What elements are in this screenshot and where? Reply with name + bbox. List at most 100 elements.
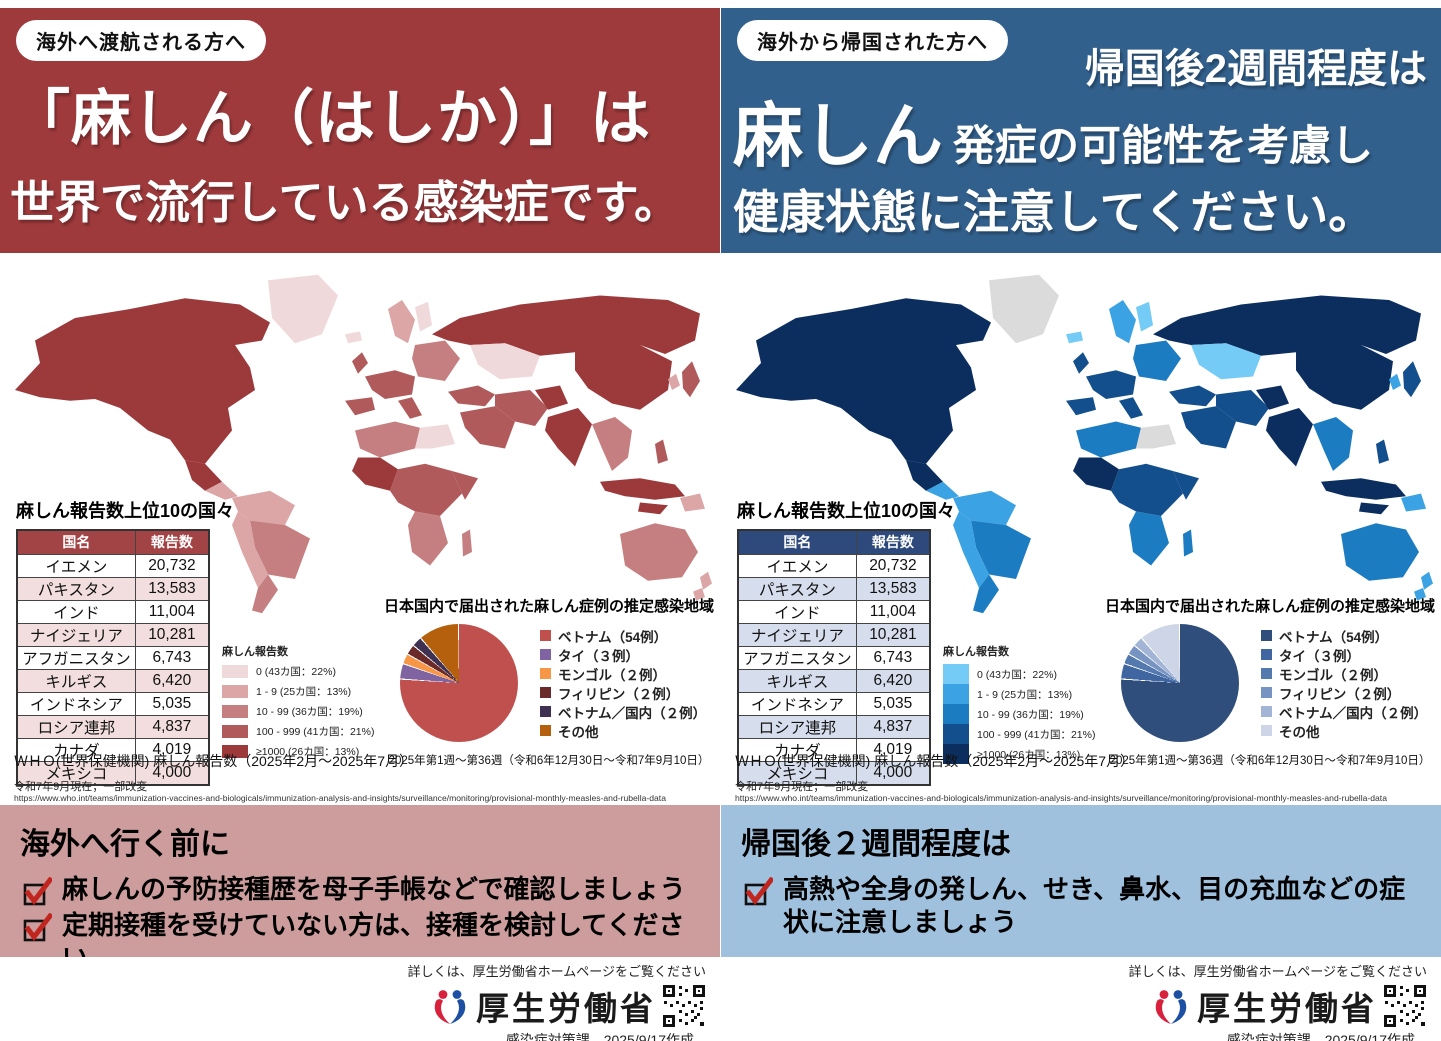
pie-chart-title: 日本国内で届出された麻しん症例の推定感染地域 <box>383 598 714 615</box>
source-url: https://www.who.int/teams/immunization-v… <box>735 793 1387 803</box>
mhlw-logo-icon <box>1155 990 1187 1024</box>
legend-swatch <box>943 744 969 764</box>
legend-swatch <box>540 630 551 641</box>
mhlw-logo-icon <box>434 990 466 1024</box>
pie-chart-block: 日本国内で届出された麻しん症例の推定感染地域 ベトナム（54例） タイ（３例） … <box>1103 595 1437 768</box>
map-legend: 麻しん報告数 0 (43カ国：22%) 1 - 9 (25カ国：13%) 10 … <box>222 643 374 764</box>
table-row: イエメン 20,732 <box>16 553 210 578</box>
legend-swatch <box>1261 706 1272 717</box>
footer: 詳しくは、厚生労働省ホームページをご覧ください 厚生労働省 感染症対策課 202… <box>0 957 720 1041</box>
advice-item: 麻しんの予防接種歴を母子手帳などで確認しましょう <box>20 873 700 907</box>
map-legend-item: ≥1000 (26カ国：13%) <box>222 744 374 758</box>
legend-swatch <box>540 725 551 736</box>
pie-legend-item: ベトナム／国内（２例） <box>1261 702 1427 721</box>
footer-note: 詳しくは、厚生労働省ホームページをご覧ください <box>407 964 706 979</box>
source-line2: 令和7年9月現在；一部改変 <box>735 781 869 793</box>
panel-returnees: 海外から帰国された方へ 帰国後2週間程度は 麻しん 発症の可能性を考慮し 健康状… <box>721 0 1441 1041</box>
returnees-title-measles: 麻しん <box>733 97 943 175</box>
source-line1: ＷＨＯ(世界保健機関) 麻しん報告数（2025年2月～2025年7月） <box>735 753 1135 769</box>
outbound-badge: 海外へ渡航される方へ <box>16 20 266 61</box>
top10-table-block: 麻しん報告数上位10の国々 国名 報告数 イエメン 20,732 パキスタン 13,5… <box>16 497 235 786</box>
map-legend-item: 0 (43カ国：22%) <box>943 664 1095 684</box>
pie-chart-title: 日本国内で届出された麻しん症例の推定感染地域 <box>1104 598 1435 615</box>
checkbox-check-icon <box>22 877 52 907</box>
returnees-advice: 帰国後２週間程度は 高熱や全身の発しん、せき、鼻水、目の充血などの症状に注意しま… <box>721 805 1441 957</box>
pie-legend-item: タイ（３例） <box>540 645 706 664</box>
table-row: イエメン 20,732 <box>737 553 931 578</box>
legend-swatch <box>1261 687 1272 698</box>
table-row: アフガニスタン 6,743 <box>16 645 210 670</box>
table-row: メキシコ 4,000 <box>737 760 931 785</box>
pie-legend-item: その他 <box>540 721 706 740</box>
table-row: インドネシア 5,035 <box>16 691 210 716</box>
map-legend: 麻しん報告数 0 (43カ国：22%) 1 - 9 (25カ国：13%) 10 … <box>943 643 1095 764</box>
checkbox-check-icon <box>22 913 52 943</box>
ministry-name: 厚生労働省 <box>1197 990 1377 1027</box>
pie-legend-item: その他 <box>1261 721 1427 740</box>
table-row: パキスタン 13,583 <box>737 576 931 601</box>
footer-logo-row: 厚生労働省 <box>0 982 706 1030</box>
legend-swatch <box>222 704 248 718</box>
table-row: パキスタン 13,583 <box>16 576 210 601</box>
map-legend-title: 麻しん報告数 <box>222 646 288 658</box>
pie-chart <box>1121 624 1239 742</box>
table-row: メキシコ 4,000 <box>16 760 210 785</box>
legend-swatch <box>222 664 248 678</box>
returnees-title-line1: 帰国後2週間程度は <box>1084 47 1427 91</box>
returnees-badge: 海外から帰国された方へ <box>737 20 1008 61</box>
outbound-header: 海外へ渡航される方へ 「麻しん（はしか）」は 世界で流行している感染症です。 <box>0 8 720 253</box>
legend-swatch <box>1261 649 1272 660</box>
footer-credit: 感染症対策課 2025/9/17作成 <box>1226 1032 1415 1041</box>
map-legend-item: 1 - 9 (25カ国：13%) <box>222 684 374 698</box>
pie-legend: ベトナム（54例） タイ（３例） モンゴル（２例） フィリピン（２例） ベトナム… <box>1261 626 1427 740</box>
returnees-title-line2-rest: 発症の可能性を考慮し <box>953 122 1374 169</box>
footer: 詳しくは、厚生労働省ホームページをご覧ください 厚生労働省 感染症対策課 202… <box>721 957 1441 1041</box>
col-header-count: 報告数 <box>855 529 931 555</box>
top10-table: 国名 報告数 イエメン 20,732 パキスタン 13,583 インド 11,004 ナ… <box>737 529 931 786</box>
qr-code <box>662 984 706 1028</box>
outbound-title-line1: 「麻しん（はしか）」は <box>10 85 651 152</box>
legend-swatch <box>222 684 248 698</box>
outbound-title-line2: 世界で流行している感染症です。 <box>10 177 680 228</box>
pie-legend-item: フィリピン（２例） <box>1261 683 1427 702</box>
top10-table-block: 麻しん報告数上位10の国々 国名 報告数 イエメン 20,732 パキスタン 13,5… <box>737 497 955 786</box>
pie-row: ベトナム（54例） タイ（３例） モンゴル（２例） フィリピン（２例） ベトナム… <box>1103 624 1437 742</box>
table-row: アフガニスタン 6,743 <box>737 645 931 670</box>
table-row: インド 11,004 <box>16 599 210 624</box>
legend-swatch <box>943 724 969 744</box>
col-header-count: 報告数 <box>134 529 210 555</box>
table-row: カナダ 4,019 <box>16 737 210 762</box>
qr-code <box>1383 984 1427 1028</box>
map-legend-item: 10 - 99 (36カ国：19%) <box>222 704 374 718</box>
pie-legend-item: フィリピン（２例） <box>540 683 706 702</box>
returnees-header: 海外から帰国された方へ 帰国後2週間程度は 麻しん 発症の可能性を考慮し 健康状… <box>721 8 1441 253</box>
top10-table-title: 麻しん報告数上位10の国々 <box>16 501 235 521</box>
source-line2: 令和7年9月現在；一部改変 <box>14 781 148 793</box>
footer-credit: 感染症対策課 2025/9/17作成 <box>505 1032 694 1041</box>
pie-chart <box>400 624 518 742</box>
footer-logo-row: 厚生労働省 <box>721 982 1427 1030</box>
legend-swatch <box>540 668 551 679</box>
table-row: ロシア連邦 4,837 <box>737 714 931 739</box>
pie-legend: ベトナム（54例） タイ（３例） モンゴル（２例） フィリピン（２例） ベトナム… <box>540 626 706 740</box>
pie-chart-block: 日本国内で届出された麻しん症例の推定感染地域 ベトナム（54例） タイ（３例） … <box>382 595 716 768</box>
returnees-content: 麻しん報告数上位10の国々 国名 報告数 イエメン 20,732 パキスタン 13,5… <box>721 253 1441 805</box>
pie-legend-item: モンゴル（２例） <box>540 664 706 683</box>
top10-table: 国名 報告数 イエメン 20,732 パキスタン 13,583 インド 11,004 ナ… <box>16 529 210 786</box>
table-row: カナダ 4,019 <box>737 737 931 762</box>
panel-outbound: 海外へ渡航される方へ 「麻しん（はしか）」は 世界で流行している感染症です。 麻… <box>0 0 720 1041</box>
advice-heading: 海外へ行く前に <box>20 828 230 861</box>
legend-swatch <box>540 687 551 698</box>
table-row: キルギス 6,420 <box>737 668 931 693</box>
ministry-name: 厚生労働省 <box>476 990 656 1027</box>
table-row: キルギス 6,420 <box>16 668 210 693</box>
legend-swatch <box>943 704 969 724</box>
pie-legend-item: タイ（３例） <box>1261 645 1427 664</box>
table-row: インド 11,004 <box>737 599 931 624</box>
legend-swatch <box>1261 725 1272 736</box>
map-legend-item: 100 - 999 (41カ国：21%) <box>222 724 374 738</box>
table-row: ロシア連邦 4,837 <box>16 714 210 739</box>
pie-legend-item: ベトナム（54例） <box>1261 626 1427 645</box>
pie-caption: 2025年第1週～第36週（令和6年12月30日～令和7年9月10日） <box>1109 755 1431 767</box>
panel-divider <box>720 0 721 1041</box>
